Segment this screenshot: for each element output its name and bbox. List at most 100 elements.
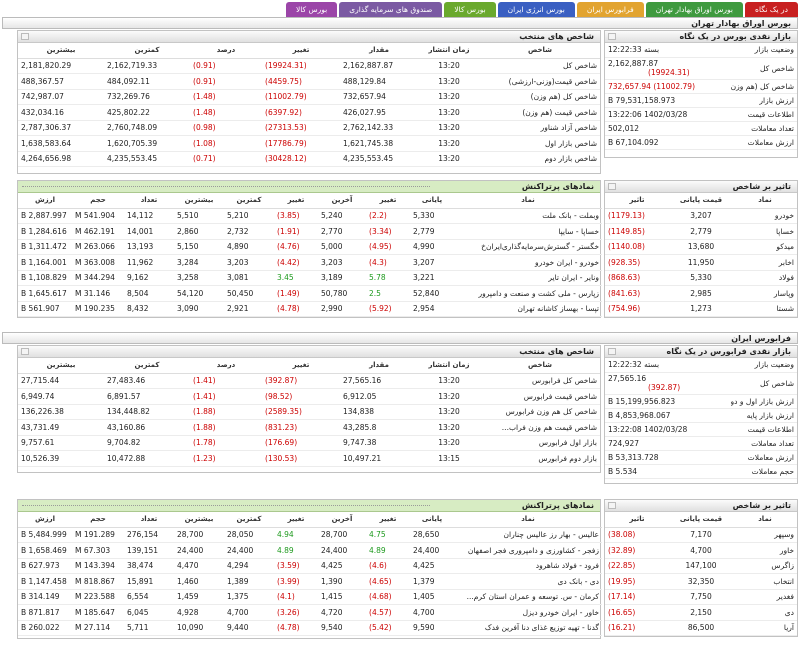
- column-header[interactable]: کمترین: [104, 43, 190, 59]
- table-row[interactable]: شاخص کل هم وزن فرابورس 13:20 134,838 (2589.…: [18, 404, 600, 420]
- table-row[interactable]: بازار دوم فرابورس 13:15 10,497.21 (130.53)(…: [18, 450, 600, 467]
- column-header[interactable]: مقدار: [340, 358, 418, 374]
- table-row[interactable]: دی - بانک دی 1,379 (4.65) 1,390 (3.99) 1,389 1…: [18, 573, 602, 590]
- column-header[interactable]: آخرین: [318, 193, 366, 209]
- table-row[interactable]: شاخص قیمت هم وزن فراب... 13:20 43,285.8 (83…: [18, 419, 600, 436]
- table-cell[interactable]: عالیس - بهار رز عالیس چناران: [454, 527, 602, 543]
- table-row[interactable]: شاخص بازار اول 13:20 1,621,745.38 (17786.79…: [18, 135, 600, 152]
- tab-4[interactable]: بورس کالا: [444, 2, 496, 17]
- column-header[interactable]: زمان انتشار: [418, 43, 480, 59]
- column-header[interactable]: تغییر: [274, 193, 318, 209]
- column-header[interactable]: تاثیر: [605, 193, 669, 209]
- column-header[interactable]: نماد: [733, 193, 797, 209]
- column-header[interactable]: حجم: [72, 512, 124, 528]
- column-header[interactable]: پایانی: [410, 193, 454, 209]
- table-row[interactable]: زفجر - کشاورزی و دامپروری فجر اصفهان 24,4…: [18, 542, 602, 559]
- column-header[interactable]: نماد: [733, 512, 797, 528]
- table-row[interactable]: فرود - فولاد شاهرود 4,425 (4.6) 4,425 (3.59)…: [18, 558, 602, 574]
- column-header[interactable]: درصد: [190, 43, 262, 59]
- table-row[interactable]: ونایر - ایران تایر 3,221 5.78 3,189 3.45 3,08…: [18, 270, 602, 286]
- table-row[interactable]: کرمان - س. توسعه و عمران استان کرم... 1,4…: [18, 589, 602, 605]
- column-header[interactable]: درصد: [190, 358, 262, 374]
- column-header[interactable]: کمترین: [224, 193, 274, 209]
- table-cell[interactable]: فرود - فولاد شاهرود: [454, 558, 602, 574]
- column-header[interactable]: زمان انتشار: [418, 358, 480, 374]
- table-row[interactable]: خساپا 2,779 (1149.85): [605, 223, 797, 240]
- table-cell[interactable]: خساپا - سایپا: [454, 223, 602, 240]
- table-cell[interactable]: گدنا - تهیه توزیع غذای دنا آفرین فدک: [454, 620, 602, 636]
- table-row[interactable]: فولاد 5,330 (868.63): [605, 270, 797, 286]
- column-header[interactable]: نماد: [454, 193, 602, 209]
- column-header[interactable]: ارزش: [18, 193, 72, 209]
- table-row[interactable]: گدنا - تهیه توزیع غذای دنا آفرین فدک 9,59…: [18, 620, 602, 636]
- column-header[interactable]: تاثیر: [605, 512, 669, 528]
- table-row[interactable]: آریا 86,500 (16.21): [605, 620, 797, 636]
- table-cell[interactable]: زپارس - ملی کشت و صنعت و دامپرور: [454, 285, 602, 302]
- tab-6[interactable]: بورس کالا: [285, 2, 338, 17]
- table-row[interactable]: اخابر 11,950 (928.35): [605, 254, 797, 271]
- table-row[interactable]: شاخص قیمت فرابورس 13:20 6,912.05 (98.52) (1.…: [18, 388, 600, 405]
- table-row[interactable]: شستا 1,273 (754.96): [605, 301, 797, 317]
- column-header[interactable]: شاخص: [480, 358, 600, 374]
- column-header[interactable]: ارزش: [18, 512, 72, 528]
- column-header[interactable]: قیمت پایانی: [669, 193, 733, 209]
- column-header[interactable]: تغییر: [366, 193, 410, 209]
- column-header[interactable]: تعداد: [124, 512, 174, 528]
- tab-5[interactable]: صندوق های سرمایه گذاری: [339, 2, 443, 17]
- table-row[interactable]: خساپا - سایپا 2,779 (3.34) 2,770 (1.91) 2,732…: [18, 223, 602, 240]
- table-row[interactable]: شاخص کل فرابورس 13:20 27,565.16 (392.87) (1.…: [18, 373, 600, 389]
- table-row[interactable]: خودرو 3,207 (1179.13): [605, 208, 797, 224]
- table-cell[interactable]: خگستر - گسترش‌سرمایه‌گذاری‌ایران‌خ: [454, 239, 602, 255]
- column-header[interactable]: مقدار: [340, 43, 418, 59]
- tab-0[interactable]: در یک نگاه: [745, 2, 798, 17]
- column-header[interactable]: کمترین: [104, 358, 190, 374]
- tab-3[interactable]: بورس انرژی ایران: [497, 2, 575, 17]
- table-row[interactable]: دی 2,150 (16.65): [605, 604, 797, 621]
- column-header[interactable]: آخرین: [318, 512, 366, 528]
- tab-1[interactable]: بورس اوراق بهادار تهران: [645, 2, 744, 17]
- table-row[interactable]: شاخص قیمت(وزنی-ارزشی) 13:20 488,129.84 (445…: [18, 73, 600, 90]
- column-header[interactable]: بیشترین: [18, 43, 104, 59]
- tab-2[interactable]: فرابورس ایران: [576, 2, 644, 17]
- column-header[interactable]: تعداد: [124, 193, 174, 209]
- column-header[interactable]: بیشترین: [174, 193, 224, 209]
- column-header[interactable]: کمترین: [224, 512, 274, 528]
- table-row[interactable]: خاور - ایران خودرو دیزل 4,700 (4.57) 4,720(…: [18, 604, 602, 621]
- table-row[interactable]: خاور 4,700 (32.89): [605, 542, 797, 559]
- table-row[interactable]: وسپهر 7,170 (38.08): [605, 527, 797, 543]
- table-row[interactable]: شاخص قیمت (هم وزن) 13:20 426,027.95 (6397.9…: [18, 104, 600, 121]
- table-row[interactable]: میدکو 13,680 (1140.08): [605, 239, 797, 255]
- column-header[interactable]: تغییر: [366, 512, 410, 528]
- table-row[interactable]: شاخص کل 13:20 2,162,887.87 (19924.31) (0.91)…: [18, 58, 600, 74]
- table-row[interactable]: شاخص آزاد شناور 13:20 2,762,142.33 (27313.5…: [18, 120, 600, 136]
- table-cell[interactable]: خاور - ایران خودرو دیزل: [454, 604, 602, 621]
- column-header[interactable]: پایانی: [410, 512, 454, 528]
- table-cell[interactable]: کرمان - س. توسعه و عمران استان کرم...: [454, 589, 602, 605]
- table-row[interactable]: زپارس - ملی کشت و صنعت و دامپرور 52,840 2.…: [18, 285, 602, 302]
- table-row[interactable]: شاخص کل (هم وزن) 13:20 732,657.94 (11002.79…: [18, 89, 600, 105]
- table-cell[interactable]: ونایر - ایران تایر: [454, 270, 602, 286]
- column-header[interactable]: بیشترین: [174, 512, 224, 528]
- table-cell[interactable]: وبملت - بانک ملت: [454, 208, 602, 224]
- table-row[interactable]: بازار اول فرابورس 13:20 9,747.38 (176.69) (1…: [18, 435, 600, 451]
- table-row[interactable]: انتخاب 32,350 (19.95): [605, 573, 797, 590]
- column-header[interactable]: قیمت پایانی: [669, 512, 733, 528]
- column-header[interactable]: تغییر: [274, 512, 318, 528]
- table-cell[interactable]: زفجر - کشاورزی و دامپروری فجر اصفهان: [454, 542, 602, 559]
- column-header[interactable]: حجم: [72, 193, 124, 209]
- table-cell[interactable]: دی - بانک دی: [454, 573, 602, 590]
- column-header[interactable]: شاخص: [480, 43, 600, 59]
- column-header[interactable]: تغییر: [262, 358, 340, 374]
- table-row[interactable]: تپسا - بهساز کاشانه تهران 2,954 (5.92) 2,99…: [18, 301, 602, 317]
- table-cell[interactable]: تپسا - بهساز کاشانه تهران: [454, 301, 602, 317]
- table-row[interactable]: زاگرس 147,100 (22.85): [605, 558, 797, 574]
- table-row[interactable]: وپاسار 2,985 (841.63): [605, 285, 797, 302]
- table-row[interactable]: خودرو - ایران خودرو 3,207 (4.3) 3,203 (4.42)…: [18, 254, 602, 271]
- table-row[interactable]: وبملت - بانک ملت 5,330 (2.2) 5,240 (3.85) 5,2…: [18, 208, 602, 224]
- table-cell[interactable]: خودرو - ایران خودرو: [454, 254, 602, 271]
- column-header[interactable]: بیشترین: [18, 358, 104, 374]
- table-row[interactable]: عالیس - بهار رز عالیس چناران 28,650 4.75 28…: [18, 527, 602, 543]
- table-row[interactable]: فغدیر 7,750 (17.14): [605, 589, 797, 605]
- table-row[interactable]: شاخص بازار دوم 13:20 4,235,553.45 (30428.12…: [18, 151, 600, 167]
- table-row[interactable]: خگستر - گسترش‌سرمایه‌گذاری‌ایران‌خ 4,990(…: [18, 239, 602, 255]
